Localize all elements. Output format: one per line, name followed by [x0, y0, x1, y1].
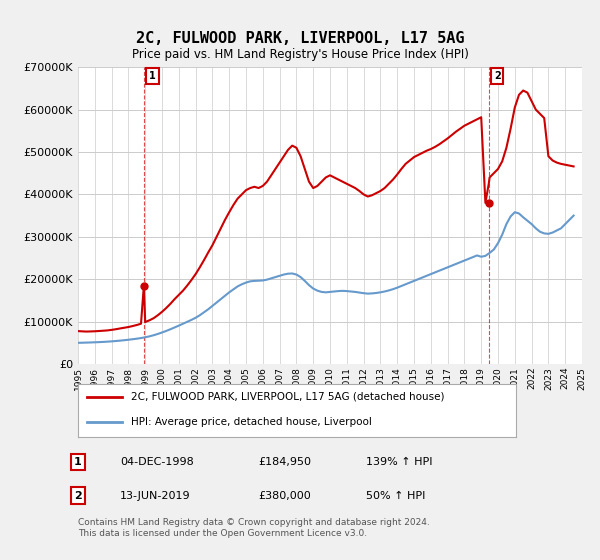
Text: Contains HM Land Registry data © Crown copyright and database right 2024.
This d: Contains HM Land Registry data © Crown c…	[78, 518, 430, 538]
Text: 04-DEC-1998: 04-DEC-1998	[120, 457, 194, 467]
Text: Price paid vs. HM Land Registry's House Price Index (HPI): Price paid vs. HM Land Registry's House …	[131, 48, 469, 60]
Text: 1: 1	[149, 71, 155, 81]
Text: 2C, FULWOOD PARK, LIVERPOOL, L17 5AG: 2C, FULWOOD PARK, LIVERPOOL, L17 5AG	[136, 31, 464, 46]
Text: 50% ↑ HPI: 50% ↑ HPI	[366, 491, 425, 501]
Text: £184,950: £184,950	[258, 457, 311, 467]
Text: HPI: Average price, detached house, Liverpool: HPI: Average price, detached house, Live…	[131, 417, 371, 427]
Text: 13-JUN-2019: 13-JUN-2019	[120, 491, 191, 501]
Text: £380,000: £380,000	[258, 491, 311, 501]
Text: 1: 1	[74, 457, 82, 467]
Text: 2: 2	[74, 491, 82, 501]
Text: 2C, FULWOOD PARK, LIVERPOOL, L17 5AG (detached house): 2C, FULWOOD PARK, LIVERPOOL, L17 5AG (de…	[131, 392, 444, 402]
Text: 2: 2	[494, 71, 500, 81]
Text: 139% ↑ HPI: 139% ↑ HPI	[366, 457, 433, 467]
